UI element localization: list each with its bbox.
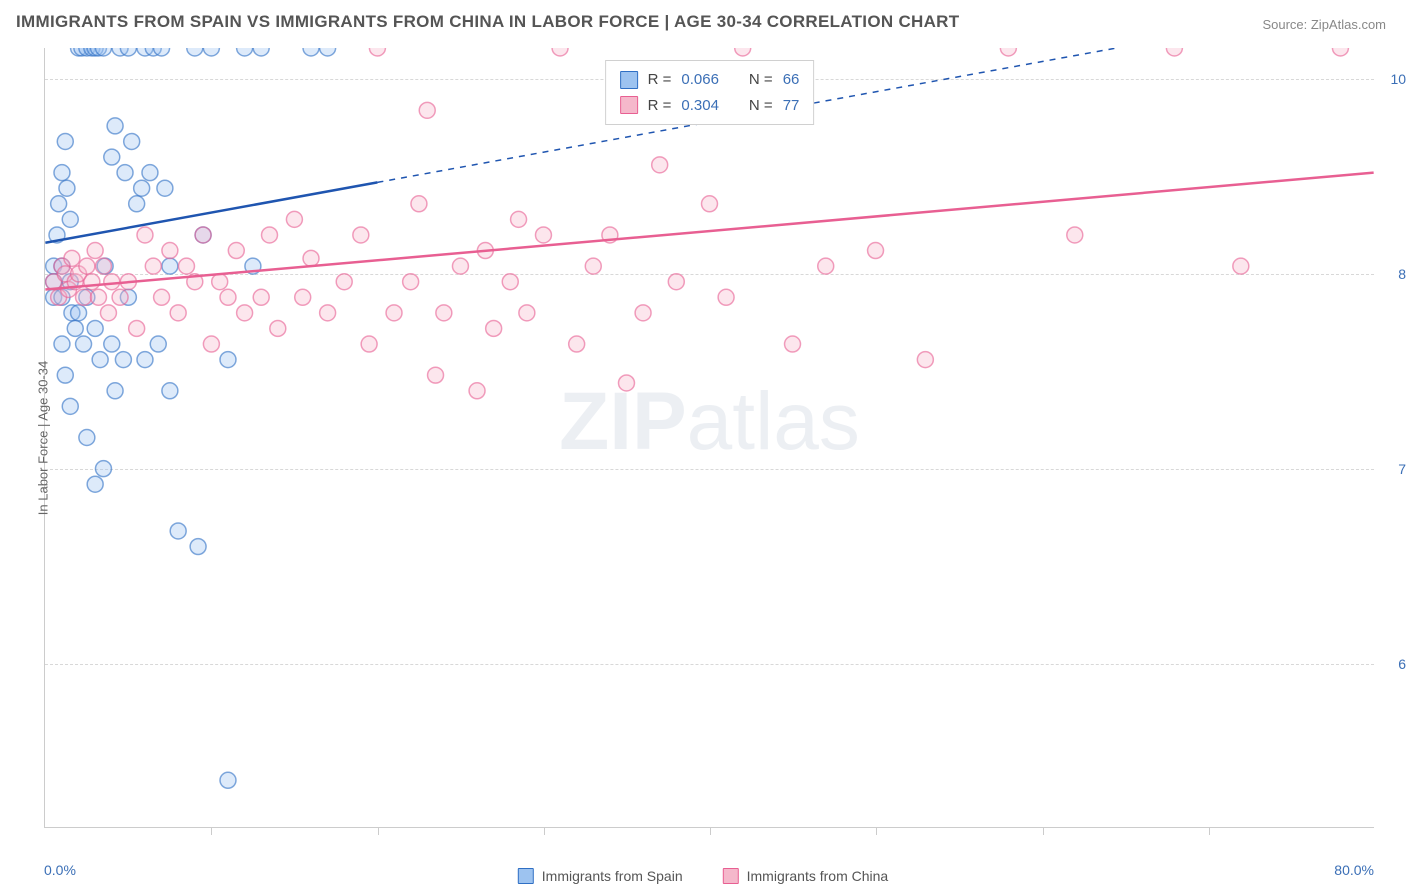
legend-swatch-china <box>620 96 638 114</box>
stat-label: N = <box>749 93 773 119</box>
x-min-label: 0.0% <box>44 862 76 878</box>
legend-row-china: R = 0.304 N = 77 <box>620 93 800 119</box>
legend-swatch-icon <box>518 868 534 884</box>
legend-item-china: Immigrants from China <box>723 868 889 884</box>
chart-plot-area: In Labor Force | Age 30-34 R = 0.066 N =… <box>44 48 1374 828</box>
r-value-spain: 0.066 <box>681 67 719 93</box>
correlation-legend: R = 0.066 N = 66 R = 0.304 N = 77 <box>605 60 815 125</box>
n-value-china: 77 <box>783 93 800 119</box>
stat-label: R = <box>648 67 672 93</box>
y-tick-label: 62.5% <box>1398 656 1406 672</box>
x-max-label: 80.0% <box>1334 862 1374 878</box>
title-bar: IMMIGRANTS FROM SPAIN VS IMMIGRANTS FROM… <box>0 0 1406 40</box>
n-value-spain: 66 <box>783 67 800 93</box>
stat-label: R = <box>648 93 672 119</box>
legend-label: Immigrants from China <box>747 868 889 884</box>
legend-swatch-spain <box>620 71 638 89</box>
r-value-china: 0.304 <box>681 93 719 119</box>
source-label: Source: ZipAtlas.com <box>1262 17 1386 32</box>
y-tick-label: 100.0% <box>1391 71 1406 87</box>
legend-bottom: Immigrants from Spain Immigrants from Ch… <box>518 868 888 884</box>
chart-title: IMMIGRANTS FROM SPAIN VS IMMIGRANTS FROM… <box>16 12 959 32</box>
y-tick-label: 75.0% <box>1398 461 1406 477</box>
y-tick-label: 87.5% <box>1398 266 1406 282</box>
legend-swatch-icon <box>723 868 739 884</box>
scatter-svg <box>45 48 1374 827</box>
legend-item-spain: Immigrants from Spain <box>518 868 683 884</box>
stat-label: N = <box>749 67 773 93</box>
legend-row-spain: R = 0.066 N = 66 <box>620 67 800 93</box>
legend-label: Immigrants from Spain <box>542 868 683 884</box>
